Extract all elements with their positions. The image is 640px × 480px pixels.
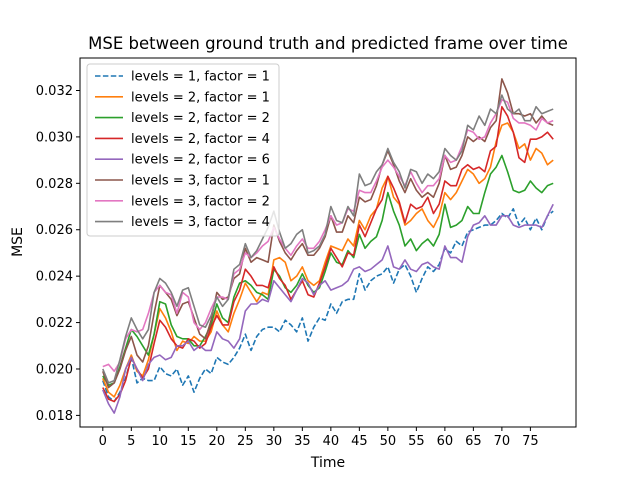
x-tick-label: 40 — [323, 434, 340, 449]
x-tick-label: 75 — [522, 434, 539, 449]
y-tick-label: 0.032 — [36, 84, 73, 99]
chart-title: MSE between ground truth and predicted f… — [88, 34, 568, 53]
y-tick-label: 0.018 — [36, 409, 73, 424]
x-tick-label: 20 — [209, 434, 226, 449]
legend-label: levels = 2, factor = 6 — [131, 153, 270, 168]
legend-label: levels = 1, factor = 1 — [131, 70, 270, 85]
x-tick-label: 10 — [152, 434, 169, 449]
y-tick-label: 0.024 — [36, 270, 73, 285]
legend-frame — [86, 63, 280, 237]
x-tick-label: 60 — [437, 434, 454, 449]
legend: levels = 1, factor = 1 levels = 2, factor… — [86, 63, 280, 237]
y-tick-label: 0.026 — [36, 223, 73, 238]
legend-label: levels = 2, factor = 4 — [131, 132, 270, 147]
series-line-8 — [102, 94, 554, 384]
x-tick-label: 0 — [99, 434, 107, 449]
plot-area — [102, 78, 554, 414]
x-tick-label: 50 — [380, 434, 397, 449]
series-line-3 — [102, 154, 554, 387]
series-line-1 — [102, 208, 554, 403]
x-tick-label: 55 — [408, 434, 425, 449]
x-axis: 0 5 10 15 20 25 30 35 40 45 50 55 60 65 70 75 — [99, 427, 539, 449]
legend-label: levels = 3, factor = 2 — [131, 194, 270, 209]
x-tick-label: 70 — [494, 434, 511, 449]
y-tick-label: 0.030 — [36, 130, 73, 145]
y-tick-label: 0.028 — [36, 177, 73, 192]
x-tick-label: 65 — [465, 434, 482, 449]
series-line-5 — [102, 203, 554, 414]
legend-label: levels = 2, factor = 1 — [131, 90, 270, 105]
x-tick-label: 45 — [351, 434, 368, 449]
x-tick-label: 15 — [180, 434, 197, 449]
y-tick-label: 0.020 — [36, 362, 73, 377]
legend-label: levels = 2, factor = 2 — [131, 111, 270, 126]
y-axis: 0.018 0.020 0.022 0.024 0.026 0.028 0.030 0.032 — [36, 84, 80, 424]
x-tick-label: 25 — [237, 434, 254, 449]
x-tick-label: 30 — [266, 434, 283, 449]
x-tick-label: 5 — [127, 434, 135, 449]
series-line-2 — [102, 122, 554, 398]
x-tick-label: 35 — [294, 434, 311, 449]
legend-label: levels = 3, factor = 4 — [131, 215, 270, 230]
plot-frame — [79, 57, 577, 428]
x-axis-label: Time — [310, 455, 345, 471]
legend-label: levels = 3, factor = 1 — [131, 174, 270, 189]
y-axis-label: MSE — [10, 227, 26, 257]
y-tick-label: 0.022 — [36, 316, 73, 331]
